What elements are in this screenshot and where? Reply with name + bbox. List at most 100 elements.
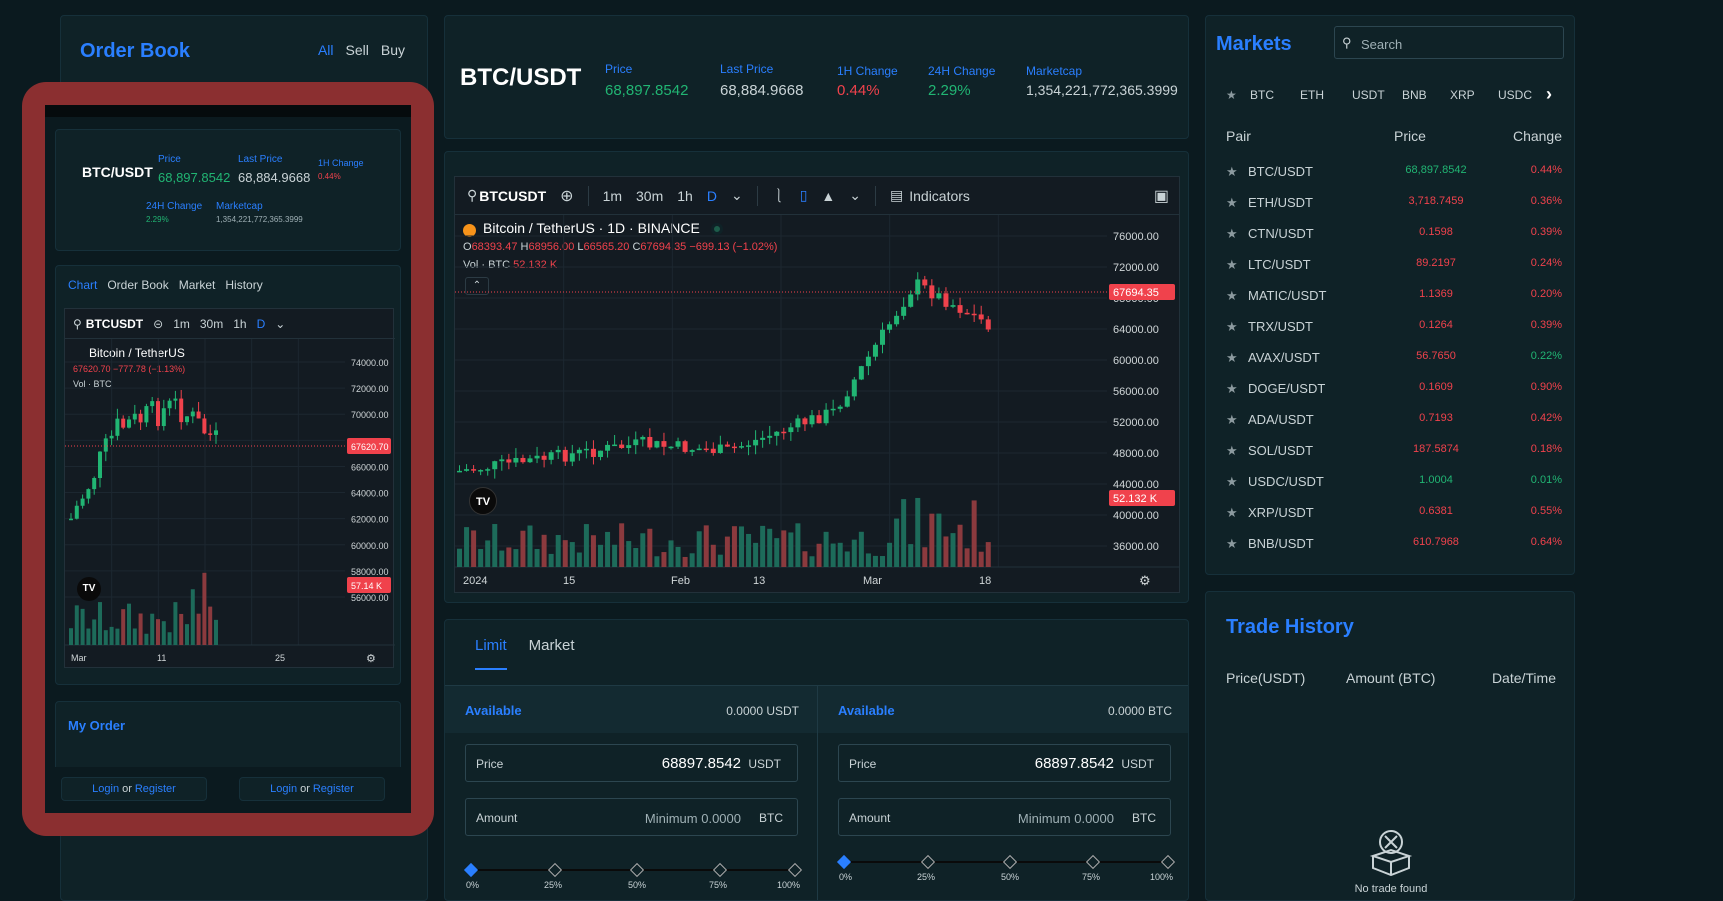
volume-bar <box>816 543 822 567</box>
interval-30m[interactable]: 30m <box>636 187 664 204</box>
tab-market[interactable]: Market <box>528 637 575 654</box>
favorite-star-icon[interactable]: ★ <box>1226 350 1238 365</box>
market-row[interactable]: ★ DOGE/USDT 0.1609 0.90% <box>1226 381 1562 401</box>
chevron-right-icon[interactable]: › <box>1546 84 1552 104</box>
favorite-star-icon[interactable]: ★ <box>1226 536 1238 551</box>
market-row[interactable]: ★ USDC/USDT 1.0004 0.01% <box>1226 474 1562 494</box>
market-tab-usdt[interactable]: USDT <box>1352 87 1385 102</box>
mobile-tab-order-book[interactable]: Order Book <box>107 278 169 292</box>
market-change: 0.44% <box>1530 164 1562 176</box>
mobile-login-link-1[interactable]: Login <box>92 783 120 795</box>
market-row[interactable]: ★ AVAX/USDT 56.7650 0.22% <box>1226 350 1562 370</box>
style-chevron-down-icon[interactable]: ⌄ <box>849 187 861 203</box>
market-tab-btc[interactable]: BTC <box>1250 87 1274 102</box>
collapse-chevron-icon[interactable]: ⌃ <box>465 277 489 295</box>
mobile-tab-chart[interactable]: Chart <box>68 278 98 292</box>
market-row[interactable]: ★ BNB/USDT 610.7968 0.64% <box>1226 536 1562 556</box>
market-row[interactable]: ★ ADA/USDT 0.7193 0.42% <box>1226 412 1562 432</box>
mobile-interval-1m[interactable]: 1m <box>173 316 190 331</box>
market-change: 0.39% <box>1530 226 1562 238</box>
market-tab-xrp[interactable]: XRP <box>1450 87 1475 102</box>
market-row[interactable]: ★ TRX/USDT 0.1264 0.39% <box>1226 319 1562 339</box>
market-search-input[interactable]: ⚲ Search <box>1334 26 1564 59</box>
favorite-star-icon[interactable]: ★ <box>1226 288 1238 303</box>
camera-icon[interactable]: ▣ <box>1153 187 1169 205</box>
mobile-interval-d[interactable]: D <box>256 316 266 331</box>
mobile-interval-1h[interactable]: 1h <box>233 316 247 331</box>
favorite-star-icon[interactable]: ★ <box>1226 226 1238 241</box>
filter-buy[interactable]: Buy <box>380 42 405 58</box>
volume-bar <box>605 531 611 567</box>
compare-plus-icon[interactable]: ⊕ <box>560 187 574 205</box>
tab-limit[interactable]: Limit <box>475 637 507 670</box>
mobile-or-2: or <box>300 783 310 795</box>
chart-symbol[interactable]: BTCUSDT <box>479 187 547 204</box>
favorite-star-icon[interactable]: ★ <box>1226 195 1238 210</box>
indicators-button[interactable]: Indicators <box>909 187 970 204</box>
mobile-candle-chart[interactable]: 74000.0072000.0070000.0068000.0066000.00… <box>65 339 395 669</box>
market-row[interactable]: ★ XRP/USDT 0.6381 0.55% <box>1226 505 1562 525</box>
favorite-star-icon[interactable]: ★ <box>1226 319 1238 334</box>
mobile-compare-icon[interactable]: ⊝ <box>153 316 164 331</box>
market-row[interactable]: ★ SOL/USDT 187.5874 0.18% <box>1226 443 1562 463</box>
market-row[interactable]: ★ BTC/USDT 68,897.8542 0.44% <box>1226 164 1562 184</box>
filter-all[interactable]: All <box>317 42 334 58</box>
mobile-symbol[interactable]: BTCUSDT <box>85 316 144 331</box>
y-tick-label: 56000.00 <box>1113 386 1159 398</box>
buy-amount-slider[interactable]: 0% 25% 50% 75% 100% <box>463 862 803 894</box>
market-tab-eth[interactable]: ETH <box>1300 87 1324 102</box>
volume-bar <box>86 628 91 645</box>
favorite-star-icon[interactable]: ★ <box>1226 443 1238 458</box>
favorite-star-icon[interactable]: ★ <box>1226 257 1238 272</box>
mobile-register-link-1[interactable]: Register <box>134 783 176 795</box>
market-tab-bnb[interactable]: BNB <box>1402 87 1427 102</box>
mobile-chevron-down-icon[interactable]: ⌄ <box>275 316 286 331</box>
candle-body <box>922 279 928 286</box>
candlestick-chart[interactable]: 76000.0072000.0068000.0064000.0060000.00… <box>455 215 1179 593</box>
favorite-star-icon[interactable]: ★ <box>1226 381 1238 396</box>
sell-amount-slider[interactable]: 0% 25% 50% 75% 100% <box>836 854 1176 886</box>
market-row[interactable]: ★ CTN/USDT 0.1598 0.39% <box>1226 226 1562 246</box>
sell-amount-field[interactable]: Amount Minimum 0.0000 BTC <box>838 798 1171 836</box>
candle-body <box>710 448 716 453</box>
mobile-screen: BTC/USDT Price 68,897.8542 Last Price 68… <box>45 105 411 813</box>
favorite-star-icon[interactable]: ★ <box>1226 474 1238 489</box>
market-price: 0.7193 <box>1419 412 1453 424</box>
mobile-interval-30m[interactable]: 30m <box>199 316 224 331</box>
mobile-login-link-2[interactable]: Login <box>270 783 298 795</box>
buy-amount-field[interactable]: Amount Minimum 0.0000 BTC <box>465 798 798 836</box>
indicators-icon[interactable]: ▤ <box>890 187 904 203</box>
candle-body <box>562 449 568 462</box>
x-tick-label: Mar <box>71 653 87 663</box>
mobile-search-icon[interactable]: ⚲ <box>73 316 82 331</box>
volume-bar <box>132 628 137 645</box>
sell-price-field[interactable]: Price 68897.8542 USDT <box>838 744 1171 782</box>
interval-1h[interactable]: 1h <box>677 187 693 204</box>
mobile-h1-label: 1H Change <box>318 158 364 168</box>
mobile-tab-history[interactable]: History <box>225 278 263 292</box>
market-row[interactable]: ★ ETH/USDT 3,718.7459 0.36% <box>1226 195 1562 215</box>
y-tick-label: 72000.00 <box>351 384 389 394</box>
buy-price-field[interactable]: Price 68897.8542 USDT <box>465 744 798 782</box>
interval-1m[interactable]: 1m <box>602 187 623 204</box>
area-style-icon[interactable]: ▲ <box>821 187 836 204</box>
candle-style-icon[interactable]: ▯ <box>799 187 808 203</box>
interval-d[interactable]: D <box>706 187 717 204</box>
favorite-star-icon[interactable]: ★ <box>1226 505 1238 520</box>
mobile-tab-market[interactable]: Market <box>178 278 216 292</box>
favorite-star-icon[interactable]: ★ <box>1226 164 1238 179</box>
market-row[interactable]: ★ MATIC/USDT 1.1369 0.20% <box>1226 288 1562 308</box>
volume-bar <box>978 551 984 567</box>
market-tab-usdc[interactable]: USDC <box>1498 87 1533 102</box>
market-row[interactable]: ★ LTC/USDT 89.2197 0.24% <box>1226 257 1562 277</box>
mobile-last-label: Last Price <box>238 154 283 165</box>
chart-search-icon[interactable]: ⚲ <box>467 187 478 203</box>
volume-bar <box>590 535 596 567</box>
mobile-register-link-2[interactable]: Register <box>312 783 354 795</box>
interval-chevron-down-icon[interactable]: ⌄ <box>730 187 743 203</box>
favorites-star-icon[interactable]: ★ <box>1226 87 1237 102</box>
filter-sell[interactable]: Sell <box>345 42 369 58</box>
bar-style-icon[interactable]: ⎱ <box>771 187 786 204</box>
mobile-mcap-label: Marketcap <box>216 201 263 212</box>
favorite-star-icon[interactable]: ★ <box>1226 412 1238 427</box>
